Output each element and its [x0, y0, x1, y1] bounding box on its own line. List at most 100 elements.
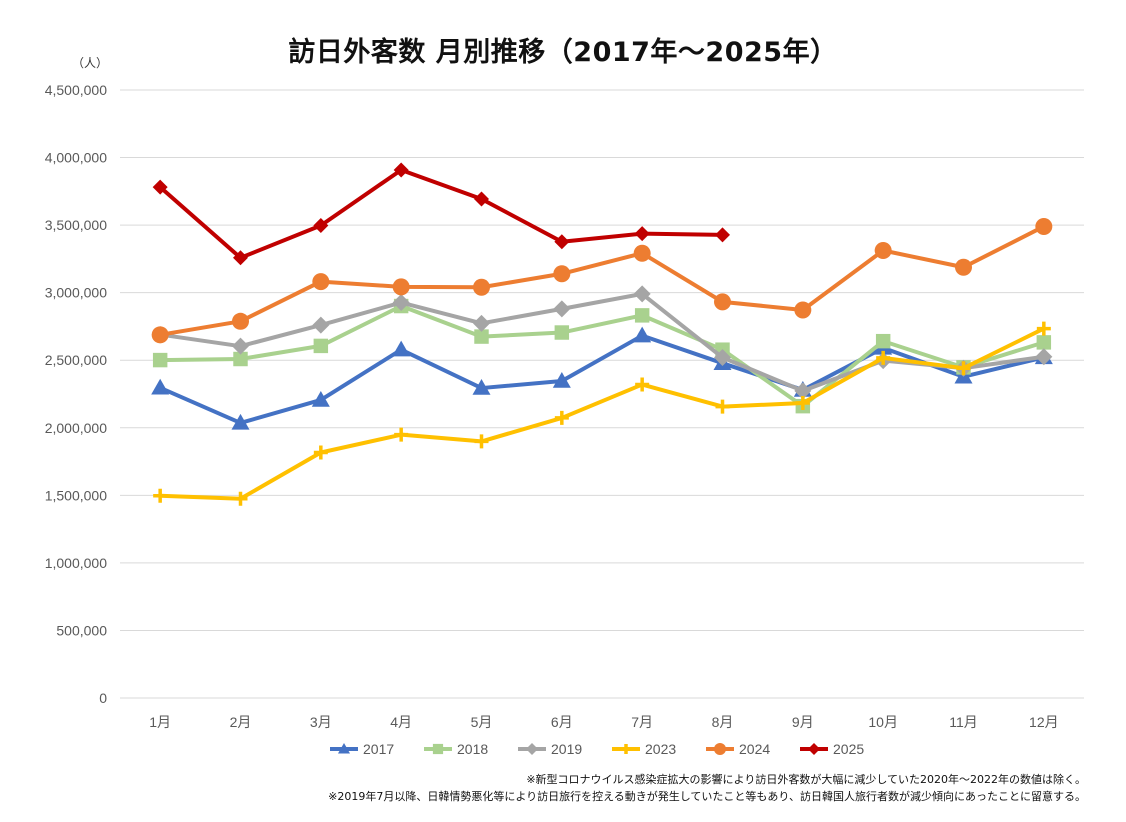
- legend-label: 2018: [457, 741, 488, 757]
- chart-title: 訪日外客数 月別推移（2017年～2025年）: [288, 37, 838, 68]
- data-point: [394, 427, 409, 442]
- data-point: [152, 352, 168, 368]
- data-point: [794, 301, 812, 319]
- data-point: [152, 179, 168, 195]
- series-2023: [153, 321, 1051, 506]
- data-point: [232, 337, 249, 355]
- series-2019: [151, 285, 1053, 400]
- data-point: [392, 294, 410, 312]
- data-point: [1036, 335, 1052, 350]
- series-line: [159, 224, 1045, 337]
- y-tick-label: 500,000: [56, 622, 107, 638]
- data-point: [956, 361, 971, 376]
- series-layer: [151, 162, 1053, 506]
- y-tick-label: 1,500,000: [45, 487, 107, 503]
- data-point: [621, 744, 631, 754]
- legend-label: 2017: [363, 741, 394, 757]
- data-point: [1035, 217, 1053, 235]
- data-point: [312, 316, 330, 334]
- data-point: [233, 491, 248, 506]
- data-point: [151, 326, 169, 344]
- x-tick-label: 2月: [230, 714, 252, 730]
- data-point: [553, 300, 571, 318]
- legend-item-2023: 2023: [612, 741, 676, 757]
- data-point: [874, 242, 892, 260]
- series-line: [159, 291, 1045, 393]
- y-axis-ticks: 0 500,000 1,000,000 1,500,000 2,000,000 2,500…: [45, 82, 108, 706]
- y-tick-label: 1,000,000: [45, 555, 107, 571]
- y-tick-label: 0: [99, 690, 107, 706]
- series-2025: [152, 162, 730, 266]
- data-point: [714, 349, 731, 367]
- data-point: [635, 377, 650, 392]
- data-point: [233, 250, 248, 266]
- series-line: [159, 333, 1045, 425]
- x-tick-label: 9月: [792, 714, 814, 730]
- x-tick-label: 12月: [1029, 714, 1059, 730]
- series-line: [160, 326, 1045, 501]
- data-point: [634, 308, 650, 323]
- data-point: [633, 244, 651, 262]
- legend-item-2019: 2019: [518, 741, 582, 757]
- data-point: [313, 338, 329, 354]
- data-point: [232, 312, 249, 330]
- legend-item-2024: 2024: [706, 741, 770, 757]
- data-point: [526, 743, 538, 755]
- legend-item-2025: 2025: [800, 741, 864, 757]
- footnotes: ※新型コロナウイルス感染症拡大の影響により訪日外客数が大幅に減少していた2020…: [328, 771, 1086, 805]
- data-point: [552, 372, 571, 388]
- data-point: [153, 488, 168, 503]
- data-point: [553, 265, 571, 283]
- data-point: [715, 227, 730, 243]
- legend-label: 2019: [551, 741, 582, 757]
- x-tick-label: 8月: [712, 714, 734, 730]
- series-2024: [151, 217, 1053, 344]
- data-point: [432, 743, 444, 755]
- x-tick-label: 6月: [551, 714, 573, 730]
- legend-item-2017: 2017: [330, 741, 394, 757]
- x-tick-label: 5月: [471, 714, 493, 730]
- data-point: [312, 273, 330, 291]
- y-tick-label: 2,500,000: [45, 352, 107, 368]
- data-point: [313, 445, 328, 460]
- data-point: [714, 743, 726, 755]
- data-point: [633, 326, 652, 343]
- footnote-2: ※2019年7月以降、日韓情勢悪化等により訪日旅行を控える動きが発生していたこと…: [328, 790, 1086, 803]
- data-point: [876, 350, 891, 365]
- data-point: [1036, 321, 1051, 336]
- x-tick-label: 3月: [310, 714, 332, 730]
- data-point: [474, 329, 489, 344]
- x-tick-label: 10月: [868, 714, 898, 730]
- y-tick-label: 3,000,000: [45, 285, 107, 301]
- x-tick-label: 4月: [390, 714, 412, 730]
- legend-label: 2025: [833, 741, 864, 757]
- data-point: [472, 379, 491, 395]
- data-point: [554, 234, 570, 250]
- x-tick-label: 1月: [149, 714, 171, 730]
- data-point: [633, 285, 651, 303]
- data-point: [473, 278, 490, 296]
- y-tick-label: 4,500,000: [45, 82, 107, 98]
- data-point: [715, 399, 730, 414]
- footnote-1: ※新型コロナウイルス感染症拡大の影響により訪日外客数が大幅に減少していた2020…: [526, 773, 1086, 786]
- data-point: [554, 410, 569, 425]
- legend-label: 2024: [739, 741, 770, 757]
- series-2017: [151, 326, 1053, 430]
- grid-lines: [120, 89, 1084, 699]
- x-tick-label: 11月: [949, 714, 978, 730]
- data-point: [233, 351, 248, 367]
- data-point: [392, 278, 410, 296]
- data-point: [313, 218, 329, 234]
- series-line: [158, 167, 723, 260]
- data-point: [634, 226, 650, 242]
- y-tick-label: 2,000,000: [45, 420, 107, 436]
- data-point: [554, 325, 570, 340]
- data-point: [795, 396, 810, 411]
- data-point: [338, 743, 350, 754]
- legend-label: 2023: [645, 741, 676, 757]
- y-axis-unit-label: （人）: [72, 56, 109, 70]
- legend: 2017 2018 2019 2023 2024 2025: [330, 741, 864, 757]
- data-point: [151, 378, 170, 395]
- y-tick-label: 4,000,000: [45, 150, 107, 166]
